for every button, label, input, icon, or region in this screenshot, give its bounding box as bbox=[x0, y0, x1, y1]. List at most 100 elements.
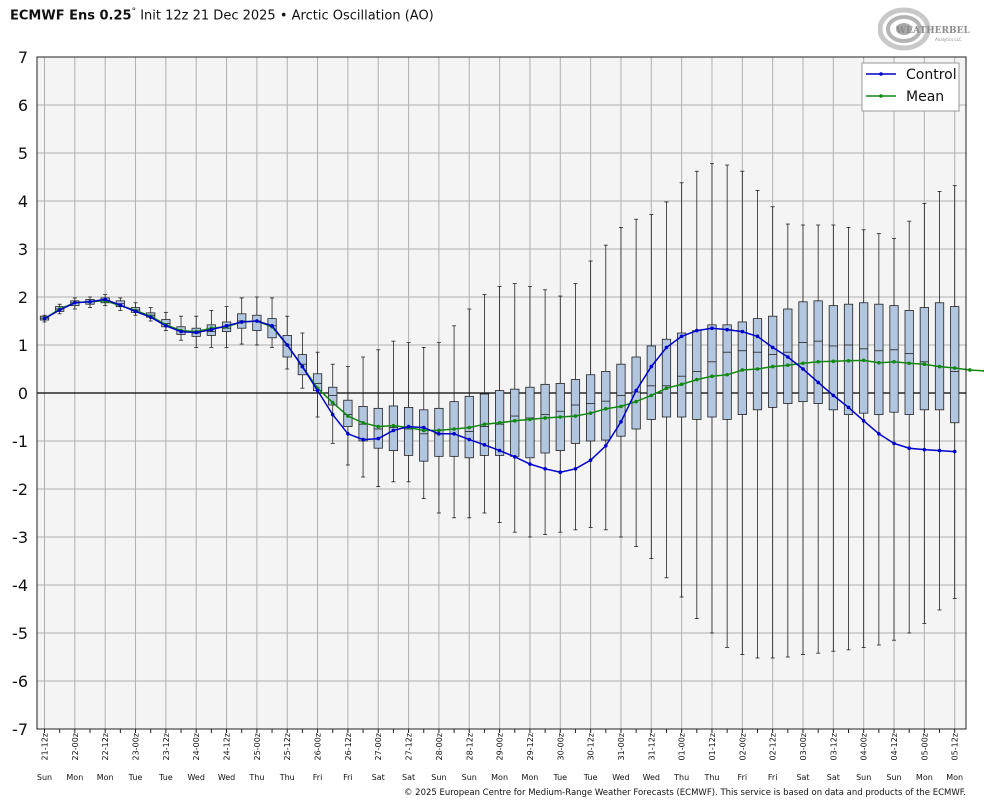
x-tick-label: 02-00z bbox=[738, 733, 747, 760]
mean-point bbox=[528, 417, 532, 422]
control-point bbox=[361, 437, 365, 442]
y-tick-label: -6 bbox=[12, 672, 28, 691]
y-tick-label: 0 bbox=[18, 384, 28, 403]
control-point bbox=[73, 300, 77, 305]
x-tick-label: 03-12z bbox=[829, 733, 838, 760]
mean-point bbox=[361, 420, 365, 425]
mean-point bbox=[786, 363, 790, 367]
box-whisker bbox=[601, 244, 611, 531]
x-day-label: Tue bbox=[158, 773, 173, 782]
title-bullet: • bbox=[279, 8, 288, 24]
box-iqr bbox=[601, 370, 611, 441]
mean-point bbox=[482, 422, 487, 427]
x-tick-label: 27-12z bbox=[405, 733, 414, 760]
x-day-label: Sun bbox=[886, 773, 901, 782]
x-tick-label: 28-00z bbox=[435, 733, 444, 760]
control-point bbox=[164, 324, 168, 328]
mean-point bbox=[391, 423, 396, 428]
y-tick-label: 7 bbox=[18, 48, 28, 67]
legend-box bbox=[861, 62, 960, 112]
box-iqr bbox=[934, 302, 945, 411]
control-point bbox=[861, 419, 866, 423]
mean-point bbox=[588, 411, 593, 415]
box-whisker bbox=[297, 332, 307, 389]
control-point bbox=[467, 437, 472, 442]
box-whisker bbox=[510, 283, 520, 533]
x-tick-label: 28-12z bbox=[465, 733, 474, 760]
control-point bbox=[755, 334, 760, 339]
control-point bbox=[239, 320, 244, 324]
mean-point bbox=[512, 419, 517, 423]
y-tick-label: 4 bbox=[18, 192, 28, 211]
x-tick-label: 01-00z bbox=[678, 733, 687, 760]
legend: Control Mean bbox=[861, 62, 960, 112]
x-tick-label: 04-12z bbox=[890, 733, 899, 760]
mean-point bbox=[846, 359, 851, 363]
control-point bbox=[740, 329, 745, 334]
degree-mark: ° bbox=[131, 7, 137, 17]
box-iqr bbox=[661, 338, 672, 418]
mean-point bbox=[376, 424, 381, 429]
x-tick-label: 29-00z bbox=[496, 733, 505, 760]
x-day-label: Wed bbox=[187, 773, 204, 782]
legend-label: Control bbox=[906, 67, 957, 83]
box-iqr bbox=[874, 303, 884, 416]
x-tick-label: 26-00z bbox=[314, 733, 323, 760]
x-tick-label: 31-00z bbox=[617, 733, 626, 760]
box-iqr bbox=[297, 354, 307, 376]
x-tick-label: 01-12z bbox=[708, 733, 717, 760]
mean-point bbox=[740, 368, 745, 372]
logo-text: WEATHERBELL bbox=[895, 26, 970, 36]
control-point bbox=[573, 467, 578, 471]
control-point bbox=[649, 364, 654, 369]
x-day-label: Sat bbox=[827, 773, 840, 782]
x-day-label: Mon bbox=[491, 773, 508, 782]
x-tick-label: 29-12z bbox=[526, 733, 535, 760]
mean-point bbox=[467, 425, 472, 430]
control-point bbox=[543, 467, 547, 471]
mean-point bbox=[907, 361, 911, 366]
x-tick-label: 27-00z bbox=[374, 733, 383, 760]
mean-point bbox=[649, 393, 654, 398]
y-tick-label: -1 bbox=[12, 432, 28, 451]
mean-point bbox=[892, 360, 896, 364]
box-whisker bbox=[722, 164, 732, 648]
x-tick-label: 05-00z bbox=[920, 733, 929, 760]
mean-point bbox=[710, 374, 714, 379]
x-day-label: Sun bbox=[462, 773, 477, 782]
logo-swirl-icon bbox=[878, 7, 931, 51]
box-whisker bbox=[616, 226, 626, 538]
x-day-label: Sun bbox=[431, 773, 446, 782]
control-point bbox=[619, 420, 623, 424]
y-tick-label: 5 bbox=[18, 144, 28, 163]
x-tick-label: 30-12z bbox=[587, 733, 596, 760]
control-point bbox=[952, 449, 957, 454]
x-day-label: Tue bbox=[552, 773, 567, 782]
y-tick-label: -2 bbox=[12, 480, 28, 499]
control-point bbox=[88, 300, 92, 304]
control-point bbox=[391, 428, 396, 433]
box-whisker bbox=[798, 224, 808, 655]
x-day-label: Wed bbox=[218, 773, 235, 782]
control-point bbox=[603, 444, 608, 448]
mean-point bbox=[437, 428, 441, 433]
control-point bbox=[588, 458, 593, 463]
mean-point bbox=[816, 360, 820, 364]
x-tick-label: 21-12z bbox=[41, 733, 50, 760]
control-point bbox=[770, 345, 775, 350]
legend-marker bbox=[879, 94, 883, 98]
mean-point bbox=[968, 368, 972, 372]
y-tick-label: 2 bbox=[18, 288, 28, 307]
box-iqr bbox=[510, 388, 520, 457]
x-tick-label: 25-00z bbox=[253, 733, 262, 760]
mean-point bbox=[421, 428, 426, 433]
box-whisker bbox=[813, 224, 823, 654]
weatherbell-logo: WEATHERBELL Analytics LLC bbox=[878, 7, 970, 51]
box-iqr bbox=[722, 324, 732, 420]
x-day-label: Sun bbox=[856, 773, 871, 782]
init-time: Init 12z 21 Dec 2025 bbox=[140, 8, 276, 24]
box-iqr bbox=[768, 315, 778, 408]
box-iqr bbox=[586, 374, 596, 442]
chart-title: ECMWF Ens 0.25° Init 12z 21 Dec 2025 • A… bbox=[10, 7, 434, 23]
